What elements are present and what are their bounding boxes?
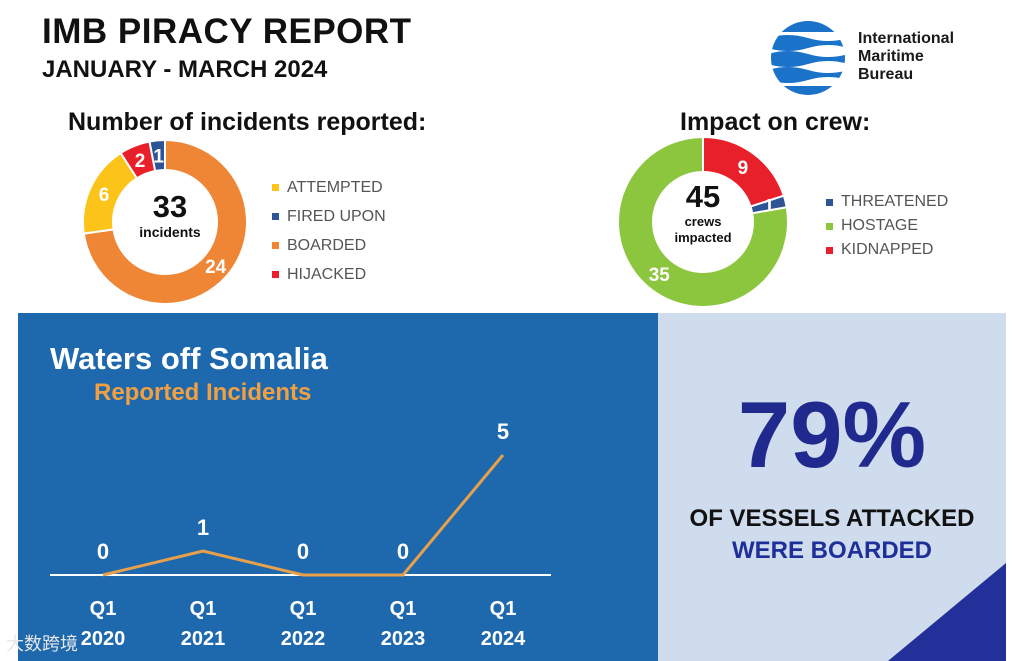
x-tick-label: 2023 (381, 628, 426, 650)
data-label: 0 (297, 539, 309, 564)
incidents-total: 33 incidents (139, 189, 201, 241)
legend-swatch (826, 222, 833, 230)
incidents-value-label: 24 (205, 257, 227, 278)
incidents-value-label: 2 (135, 151, 146, 172)
crew-heading: Impact on crew: (680, 108, 871, 136)
data-label: 0 (97, 539, 109, 564)
x-tick-label: 2021 (181, 628, 226, 650)
x-tick-label: Q1 (490, 598, 517, 620)
incidents-slice-boarded (82, 138, 248, 305)
somalia-subtitle: Reported Incidents (94, 379, 312, 406)
x-tick-label: Q1 (190, 598, 217, 620)
legend-label: HIJACKED (287, 265, 367, 283)
legend-label: BOARDED (287, 236, 367, 254)
boarded-text-1: OF VESSELS ATTACKED (689, 505, 975, 532)
legend-label: FIRED UPON (287, 207, 386, 225)
incidents-legend: ATTEMPTED FIRED UPON BOARDED HIJACKED (272, 173, 386, 289)
legend-label: ATTEMPTED (287, 178, 383, 196)
legend-item: HIJACKED (272, 260, 386, 289)
x-tick-label: 2022 (281, 628, 326, 650)
x-tick-label: 2020 (81, 628, 126, 650)
x-tick-label: Q1 (290, 598, 317, 620)
crew-total: 45 crews impacted (674, 179, 732, 246)
legend-swatch (272, 184, 279, 191)
legend-item: FIRED UPON (272, 202, 386, 231)
boarded-stat-panel: 79% OF VESSELS ATTACKED WERE BOARDED (658, 313, 1006, 661)
boarded-percent: 79% (737, 382, 927, 487)
data-label: 5 (497, 419, 509, 444)
page-subtitle: JANUARY - MARCH 2024 (42, 56, 328, 83)
imb-logo-icon (771, 21, 845, 95)
legend-label: HOSTAGE (841, 217, 919, 234)
legend-label: KIDNAPPED (841, 241, 934, 258)
series-line (102, 454, 505, 577)
corner-triangle-icon (888, 563, 1006, 661)
incidents-heading: Number of incidents reported: (68, 108, 427, 136)
watermark: 大数跨境 (6, 634, 78, 654)
legend-swatch (826, 246, 833, 254)
legend-label: THREATENED (841, 193, 949, 210)
legend-item: BOARDED (272, 231, 386, 260)
data-label: 0 (397, 539, 409, 564)
crew-value-label: 9 (738, 158, 749, 179)
somalia-panel: Waters off Somalia Reported Incidents 0 Q… (18, 313, 1006, 661)
legend-swatch (272, 271, 279, 278)
x-tick-label: Q1 (90, 598, 117, 620)
legend-swatch (826, 198, 833, 206)
legend-item: HOSTAGE (826, 214, 948, 238)
boarded-text-2: WERE BOARDED (731, 537, 932, 564)
incidents-slice-fired-upon (148, 138, 166, 173)
legend-swatch (272, 242, 279, 249)
legend-item: THREATENED (826, 190, 948, 214)
crew-legend: THREATENED HOSTAGE KIDNAPPED (826, 190, 948, 262)
legend-item: ATTEMPTED (272, 173, 386, 202)
page-title: IMB PIRACY REPORT (42, 12, 412, 51)
somalia-line-chart: 0 Q1 2020 1 Q1 2021 0 Q1 2022 0 Q1 2023 5 Q1 2024 (50, 419, 551, 650)
legend-swatch (272, 213, 279, 220)
logo-text: International Maritime Bureau (858, 30, 955, 83)
legend-item: KIDNAPPED (826, 238, 948, 262)
somalia-title: Waters off Somalia (50, 341, 328, 376)
x-tick-label: Q1 (390, 598, 417, 620)
data-label: 1 (197, 515, 209, 540)
crew-slice-hostage (617, 135, 789, 308)
crew-value-label: 35 (649, 265, 671, 286)
x-tick-label: 2024 (481, 628, 526, 650)
crew-value-label: 1 (764, 197, 775, 218)
incidents-value-label: 6 (99, 185, 110, 206)
incidents-value-label: 1 (153, 146, 164, 167)
